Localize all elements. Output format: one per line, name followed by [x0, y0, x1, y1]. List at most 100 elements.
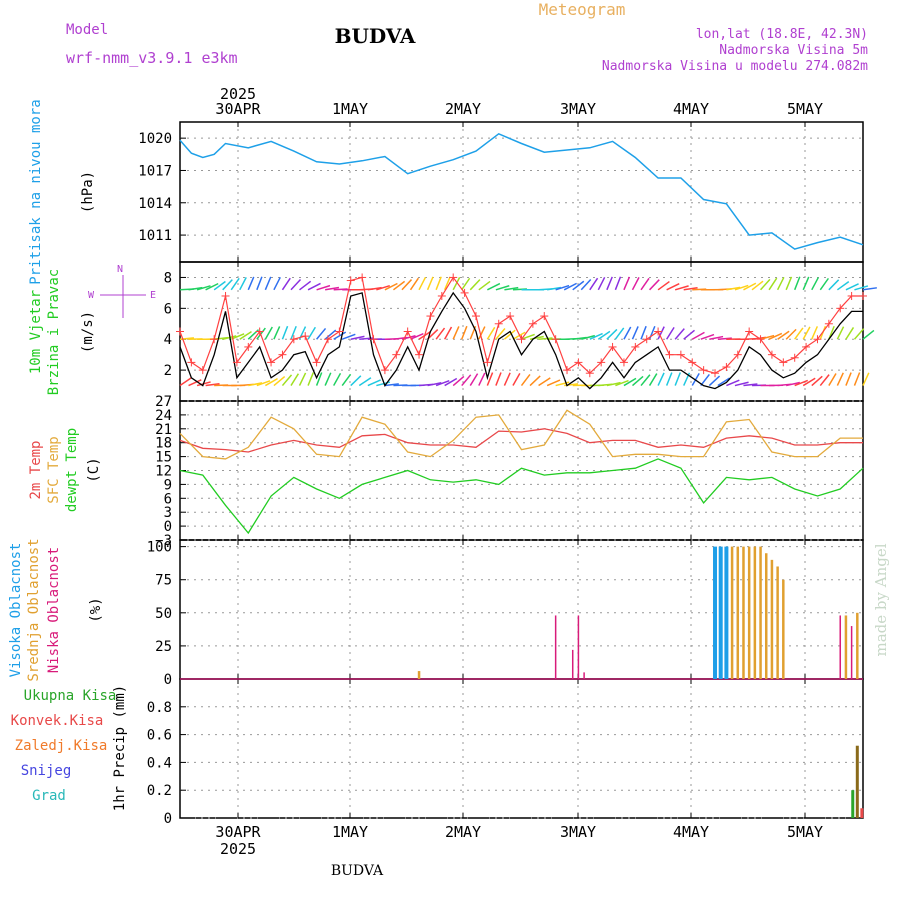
- y-tick-label: 12: [155, 464, 172, 480]
- wind-arrow: [265, 327, 272, 339]
- wind-arrow: [308, 373, 313, 386]
- wind-arrow: [317, 328, 326, 339]
- wind-arrow: [445, 327, 452, 339]
- wind-arrow: [624, 277, 629, 290]
- wind-legend-e: E: [150, 290, 156, 301]
- wind-arrow: [257, 277, 262, 290]
- wind-arrow: [351, 376, 361, 386]
- wind-arrow: [265, 277, 270, 290]
- wind-arrow: [641, 326, 646, 339]
- wind-arrow: [428, 277, 433, 290]
- wind-arrow: [632, 326, 638, 339]
- y-tick-label: 1014: [138, 196, 172, 212]
- wind-arrow: [684, 330, 695, 339]
- wind-arrow: [513, 373, 520, 385]
- y-tick-label: 0: [164, 672, 172, 688]
- precip-legend-label: Ukupna Kisa: [24, 688, 117, 704]
- wind-arrow: [812, 326, 818, 339]
- y-tick-label: 1017: [138, 163, 172, 179]
- low-cloud-bar: [555, 615, 557, 679]
- model-value: wrf-nmm_v3.9.1 e3km: [66, 49, 238, 67]
- temp-ylabel: 2m Temp: [28, 440, 44, 499]
- mid-cloud-bar: [776, 566, 779, 679]
- wind-arrow: [615, 277, 620, 290]
- y-tick-label: 0: [164, 519, 172, 535]
- high-cloud-bar: [713, 547, 717, 679]
- wind-arrow: [709, 376, 719, 386]
- y-tick-label: 9: [164, 477, 172, 493]
- y-tick-label: 18: [155, 436, 172, 452]
- precip-legend-label: Zaledj.Kisa: [15, 738, 108, 754]
- precip-unit: 1hr Precip (mm): [112, 685, 128, 811]
- day-label-top: 4MAY: [673, 100, 709, 118]
- mid-cloud-bar: [782, 580, 785, 679]
- mid-cloud-bar: [731, 547, 734, 679]
- wind-arrow: [496, 373, 501, 386]
- precip-legend-label: Konvek.Kisa: [11, 713, 104, 729]
- cloud-unit: (%): [88, 597, 104, 622]
- wind-arrow: [274, 326, 280, 339]
- y-tick-label: 15: [155, 450, 172, 466]
- page-title: BUDVA: [335, 24, 416, 48]
- wind-arrow: [522, 374, 530, 385]
- cloud-ylabel: Visoka Oblacnost: [8, 543, 24, 678]
- wind-arrow: [675, 329, 684, 340]
- dewpt-line: [180, 459, 863, 533]
- y-tick-label: 0.6: [147, 728, 172, 744]
- wind-arrow: [223, 280, 233, 290]
- low-cloud-bar: [839, 615, 841, 679]
- mid-cloud-bar: [765, 553, 768, 679]
- y-tick-label: 0.8: [147, 700, 172, 716]
- low-cloud-bar: [851, 626, 853, 679]
- wind-arrow: [632, 277, 639, 289]
- wind-arrow: [487, 327, 494, 339]
- y-tick-label: 100: [147, 540, 172, 556]
- y-tick-label: 0.2: [147, 783, 172, 799]
- wind-arrow: [248, 277, 253, 290]
- mid-cloud-bar: [771, 560, 774, 679]
- wind-gust-line: [180, 277, 863, 373]
- mid-cloud-bar: [856, 613, 859, 679]
- precip-legend-label: Grad: [32, 788, 66, 804]
- wind-arrow: [829, 374, 836, 386]
- temp-ylabel: SFC Temp: [46, 436, 62, 503]
- day-label-bottom: 5MAY: [787, 823, 823, 841]
- day-label-bottom: 1MAY: [332, 823, 368, 841]
- year-bottom: 2025: [220, 840, 256, 858]
- pressure-ylabel: Pritisak na nivou mora: [28, 99, 44, 284]
- conv-precip-bar: [860, 808, 863, 818]
- wind-arrow: [581, 279, 590, 289]
- day-label-top: 30APR: [215, 100, 261, 118]
- wind-arrow: [479, 373, 485, 386]
- y-tick-label: 24: [155, 408, 172, 424]
- wind-arrow: [863, 373, 869, 386]
- wind-arrow: [863, 288, 877, 290]
- day-label-top: 1MAY: [332, 100, 368, 118]
- high-cloud-bar: [719, 547, 723, 679]
- temp-ylabel: dewpt Temp: [64, 428, 80, 512]
- wind-arrow: [419, 277, 425, 289]
- wind-arrow: [820, 278, 828, 289]
- wind-arrow: [803, 277, 809, 290]
- day-label-bottom: 4MAY: [673, 823, 709, 841]
- wind-arrow: [607, 277, 612, 290]
- wind-arrow: [786, 277, 791, 290]
- pressure-line: [180, 134, 863, 249]
- y-tick-label: 25: [155, 639, 172, 655]
- wind-arrow: [325, 373, 331, 386]
- wind-arrow: [658, 373, 664, 386]
- credit-text: made by Angel: [872, 543, 890, 656]
- y-tick-label: 2: [164, 363, 172, 379]
- wind-arrow: [863, 330, 874, 339]
- wind-arrow: [436, 277, 441, 290]
- sfc-temp-line: [180, 410, 863, 459]
- wind-ylabel: 10m Vjetar: [28, 290, 44, 374]
- wind-arrow: [598, 277, 604, 289]
- footer-title: BUDVA: [331, 863, 384, 879]
- y-tick-label: 27: [155, 394, 172, 410]
- day-label-bottom: 3MAY: [560, 823, 596, 841]
- mid-cloud-bar: [742, 547, 745, 679]
- wind-arrow: [470, 280, 480, 290]
- y-tick-label: 21: [155, 422, 172, 438]
